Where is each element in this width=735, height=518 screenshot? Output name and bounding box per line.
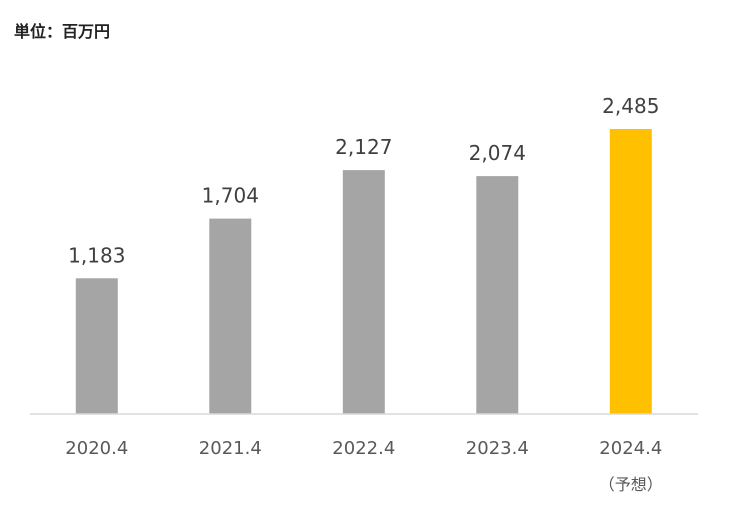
unit-label: 単位：百万円 <box>14 22 111 41</box>
bars-group <box>75 129 652 414</box>
labels-group: 1,183 2020.4 1,704 2021.4 2,127 2022.4 2,074 20… <box>65 94 663 494</box>
data-label-2021.4: 1,704 <box>202 184 259 208</box>
tick-label-2021.4: 2021.4 <box>199 438 262 459</box>
tick-note-2024.4: （予想） <box>599 475 663 494</box>
data-label-2024.4: 2,485 <box>602 94 659 118</box>
bar-2020.4 <box>75 278 118 414</box>
tick-label-2024.4: 2024.4 <box>599 438 662 459</box>
tick-label-2020.4: 2020.4 <box>65 438 128 459</box>
data-label-2020.4: 1,183 <box>68 243 125 267</box>
bar-2022.4 <box>342 170 385 414</box>
bar-2021.4 <box>209 218 252 414</box>
tick-label-2022.4: 2022.4 <box>332 438 395 459</box>
tick-label-2023.4: 2023.4 <box>466 438 529 459</box>
data-label-2023.4: 2,074 <box>469 141 526 165</box>
data-label-2022.4: 2,127 <box>335 135 392 159</box>
bar-2024.4 <box>609 129 652 414</box>
bar-2023.4 <box>476 176 519 414</box>
